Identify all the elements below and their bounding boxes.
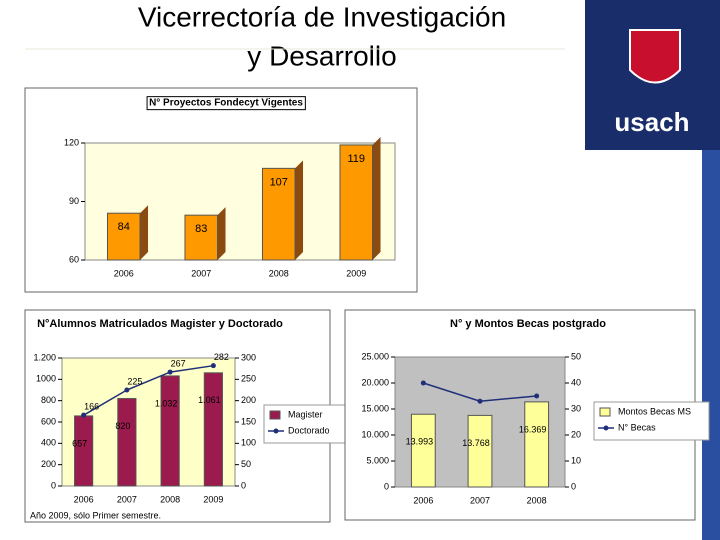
value-label: 107 [270,176,288,188]
value-label: 84 [118,221,130,233]
y-tick-label: 15.000 [361,403,389,413]
bar [410,413,436,488]
bar-side [372,136,381,260]
bar-side [140,205,149,260]
value-label: 13.993 [406,437,434,447]
y-tick-label: 120 [64,137,79,147]
y-tick-label: 200 [41,459,56,469]
slide-title: y Desarrollo [247,40,396,71]
y-tick-label: 90 [69,196,79,206]
y-tick-label: 20.000 [361,377,389,387]
slide-title: Vicerrectoría de Investigación [138,1,506,32]
side-strip [702,150,720,540]
y2-tick-label: 0 [571,481,576,491]
y2-tick-label: 0 [241,480,246,490]
x-tick-label: 2007 [117,494,137,504]
y2-tick-label: 10 [571,455,581,465]
y2-tick-label: 20 [571,429,581,439]
bar [261,167,296,261]
x-tick-label: 2006 [114,268,134,278]
y-tick-label: 1.200 [33,352,56,362]
legend-dot [603,425,609,431]
line-point [477,398,483,404]
x-tick-label: 2006 [413,495,433,505]
value-label: 225 [127,376,142,386]
legend-label: Montos Becas MS [618,406,691,416]
line-point [81,412,87,418]
legend-swatch [599,407,611,417]
value-label: 657 [72,438,87,448]
value-label: 16.369 [519,424,547,434]
y-tick-label: 400 [41,438,56,448]
y-tick-label: 0 [51,480,56,490]
y2-tick-label: 50 [571,351,581,361]
legend-dot [273,428,279,434]
x-tick-label: 2008 [269,268,289,278]
value-label: 13.768 [462,438,490,448]
value-label: 119 [347,153,365,165]
y2-tick-label: 40 [571,377,581,387]
bar-side [217,207,226,260]
bar [203,372,223,487]
x-tick-label: 2007 [470,495,490,505]
y-tick-label: 25.000 [361,351,389,361]
bar [467,414,493,488]
value-label: 282 [214,352,229,362]
footnote: Año 2009, sólo Primer semestre. [30,510,161,520]
line-point [167,369,173,375]
x-tick-label: 2007 [191,268,211,278]
legend-label: N° Becas [618,422,656,432]
chart-title: N° Proyectos Fondecyt Vigentes [149,98,303,109]
chart-title: N° y Montos Becas postgrado [450,318,606,330]
y-tick-label: 600 [41,416,56,426]
legend-box [593,401,710,441]
y2-tick-label: 150 [241,416,256,426]
y-tick-label: 10.000 [361,429,389,439]
y-tick-label: 5.000 [366,455,389,465]
bar [339,144,374,261]
y2-tick-label: 200 [241,395,256,405]
legend-swatch [269,410,281,420]
line-point [124,387,130,393]
bar [117,398,137,487]
line-point [534,393,540,399]
title-box [146,96,306,111]
x-tick-label: 2009 [203,494,223,504]
y2-tick-label: 250 [241,374,256,384]
x-tick-label: 2006 [74,494,94,504]
y-tick-label: 60 [69,254,79,264]
y2-tick-label: 100 [241,438,256,448]
line-point [420,380,426,386]
y-tick-label: 800 [41,395,56,405]
y-tick-label: 1000 [36,374,56,384]
value-label: 166 [84,402,99,412]
value-label: 83 [195,223,207,235]
y-tick-label: 0 [384,481,389,491]
chart-title: N°Alumnos Matriculados Magister y Doctor… [37,318,283,330]
x-tick-label: 2008 [527,495,547,505]
logo-shield [629,29,681,84]
legend-label: Magister [288,409,323,419]
value-label: 820 [115,421,130,431]
line-point [210,363,216,369]
logo-text: usach [614,107,689,137]
y2-tick-label: 30 [571,403,581,413]
value-label: 1.061 [198,395,221,405]
value-label: 1.032 [155,398,178,408]
bar [106,212,141,261]
x-tick-label: 2008 [160,494,180,504]
x-tick-label: 2009 [346,268,366,278]
bar [74,415,94,487]
line [83,364,214,416]
bar [184,214,219,261]
bar-side [295,160,304,260]
y2-tick-label: 50 [241,459,251,469]
value-label: 267 [171,358,186,368]
bar [524,401,550,488]
bar [160,375,180,487]
legend-label: Doctorado [288,425,330,435]
y2-tick-label: 300 [241,352,256,362]
